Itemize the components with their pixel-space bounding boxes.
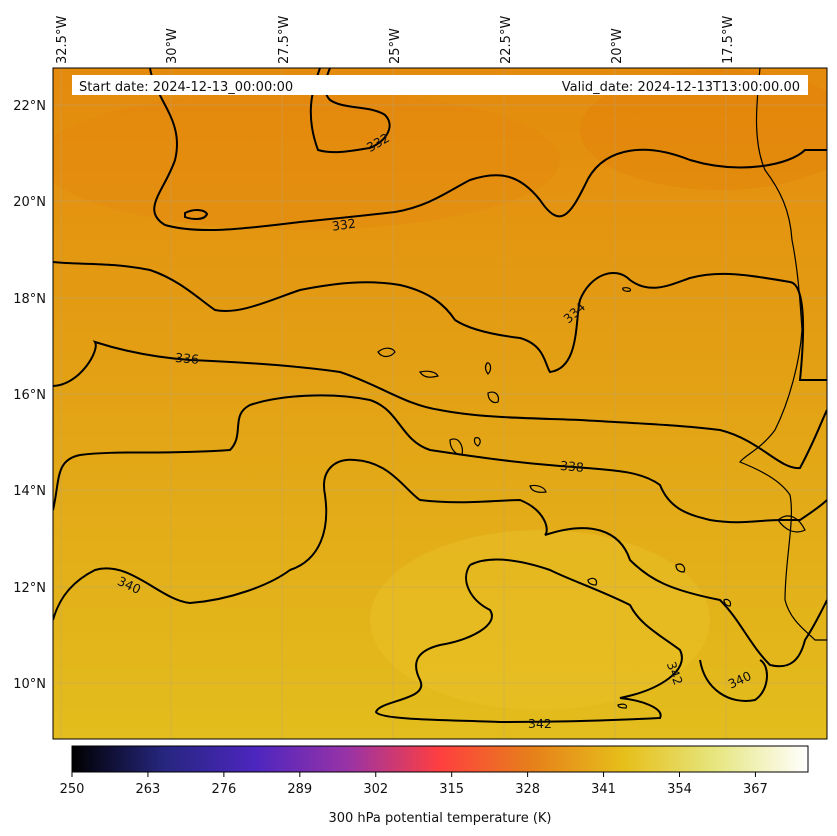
start-date: Start date: 2024-12-13_00:00:00	[79, 80, 293, 95]
contour-334	[53, 261, 827, 381]
lon-label-17-5w: 17.5°W	[721, 16, 736, 64]
field-shading	[53, 70, 827, 710]
cape-verde-5	[449, 438, 463, 456]
colorbar-ticks: 250 263 276 289 302 315 328 341 354 367	[60, 772, 768, 797]
contour-340	[53, 458, 827, 668]
contour-label-338: 338	[559, 458, 584, 475]
contour-lines	[53, 68, 827, 724]
colorbar: 250 263 276 289 302 315 328 341 354 367 300 hPa p…	[60, 745, 809, 826]
contour-332-north	[149, 68, 827, 231]
colorbar-tick-label: 289	[287, 782, 312, 797]
contour-label-336: 336	[175, 350, 200, 367]
cape-verde-6	[473, 437, 481, 447]
lon-label-25w: 25°W	[388, 28, 403, 64]
header-background	[72, 75, 808, 95]
lat-label-18n: 18°N	[13, 292, 46, 307]
lon-label-20w: 20°W	[610, 28, 625, 64]
latitude-labels: 22°N 20°N 18°N 16°N 14°N 12°N 10°N	[13, 99, 46, 692]
colorbar-tick-label: 328	[515, 782, 540, 797]
colorbar-tick-label: 250	[60, 782, 85, 797]
coastlines	[377, 68, 827, 709]
cape-verde-2	[419, 370, 439, 378]
colorbar-gradient	[71, 745, 809, 773]
lat-label-16n: 16°N	[13, 388, 46, 403]
map-panel: 332 332 334 336 338 340 340 342 342 Star…	[52, 67, 828, 740]
map-frame	[52, 67, 828, 740]
contour-label-332b: 332	[331, 216, 357, 234]
contour-338	[53, 394, 827, 524]
lon-label-27-5w: 27.5°W	[277, 16, 292, 64]
contour-336	[53, 340, 827, 470]
date-header: Start date: 2024-12-13_00:00:00 Valid_da…	[72, 75, 808, 95]
island-f	[622, 287, 632, 292]
cape-verde-4	[487, 391, 500, 404]
colorbar-tick-label: 263	[136, 782, 161, 797]
island-d	[723, 598, 732, 607]
colorbar-tick-label: 302	[363, 782, 388, 797]
contour-342	[374, 558, 683, 724]
colorbar-tick-label: 276	[211, 782, 236, 797]
colorbar-tick-label: 341	[591, 782, 616, 797]
bijagos	[777, 515, 806, 533]
lon-label-22-5w: 22.5°W	[499, 16, 514, 64]
lat-label-10n: 10°N	[13, 677, 46, 692]
contour-label-342b: 342	[528, 716, 552, 731]
cape-verde-3	[485, 362, 492, 375]
lat-label-20n: 20°N	[13, 195, 46, 210]
lon-label-32-5w: 32.5°W	[55, 16, 70, 64]
colorbar-tick-label: 354	[667, 782, 692, 797]
valid-date: Valid_date: 2024-12-13T13:00:00.00	[562, 80, 800, 95]
lat-label-14n: 14°N	[13, 484, 46, 499]
island-b	[587, 577, 598, 586]
gridlines	[53, 68, 827, 739]
lon-label-30w: 30°W	[165, 28, 180, 64]
lat-label-12n: 12°N	[13, 581, 46, 596]
temperature-field	[53, 68, 827, 739]
cape-verde-1	[377, 347, 396, 358]
island-e	[617, 703, 628, 709]
colorbar-label: 300 hPa potential temperature (K)	[328, 811, 551, 826]
lat-label-22n: 22°N	[13, 99, 46, 114]
island-a	[529, 484, 547, 493]
contour-340-south	[699, 659, 768, 702]
contour-small-1	[184, 209, 209, 220]
contour-332-patch	[309, 68, 391, 154]
colorbar-tick-label: 367	[743, 782, 768, 797]
island-c	[675, 563, 686, 573]
longitude-labels: 32.5°W 30°W 27.5°W 25°W 22.5°W 20°W 17.5…	[55, 16, 736, 64]
colorbar-tick-label: 315	[439, 782, 464, 797]
africa-coast	[739, 68, 827, 641]
